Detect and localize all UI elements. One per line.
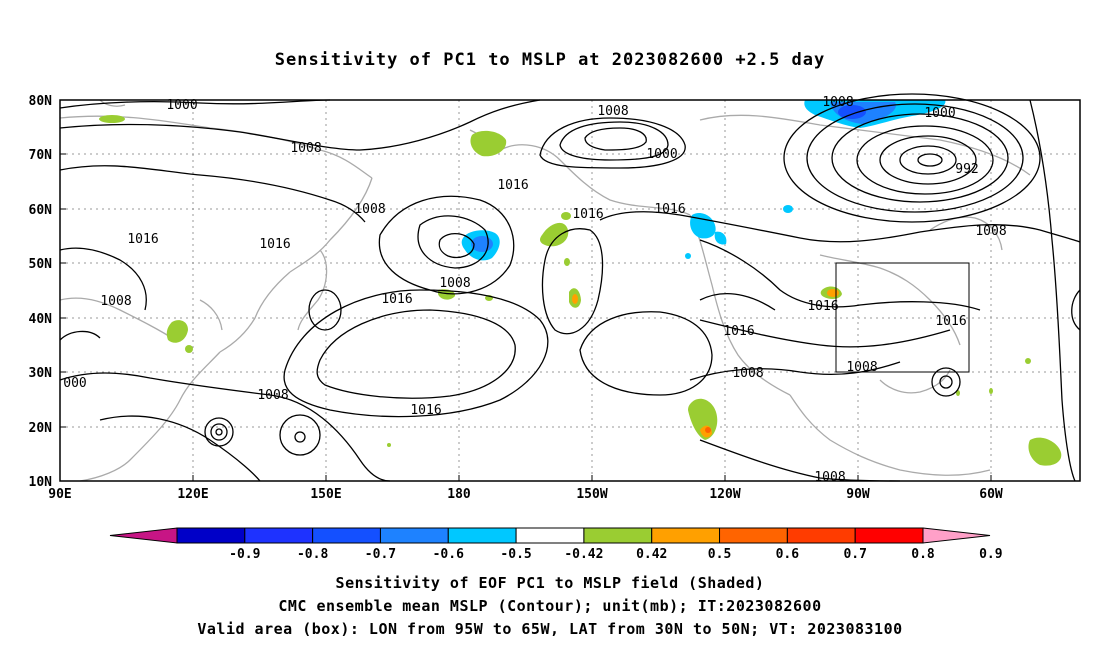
mslp-contours [59,93,1081,482]
lat-tick-label: 60N [29,203,53,218]
contour-label: 1008 [975,224,1006,239]
lon-tick-label: 150E [310,487,341,502]
lon-tick-label: 60W [979,487,1003,502]
colorbar-swatch [244,527,314,544]
contour-label: 1016 [723,324,754,339]
contour-label: 1008 [354,202,385,217]
contour-label: 1008 [846,360,877,375]
colorbar-label: -0.6 [433,547,464,562]
lat-tick-label: 40N [29,312,53,327]
colorbar-label: 0.6 [776,547,800,562]
caption-line-1: Sensitivity of EOF PC1 to MSLP field (Sh… [335,574,765,592]
lon-tick-label: 120E [177,487,208,502]
contour-label: 1016 [935,314,966,329]
contour-label: 1000 [166,98,197,113]
colorbar-label: 0.5 [708,547,731,562]
contour-label: 1008 [822,95,853,110]
contour-label: 000 [63,376,86,391]
lat-tick-label: 10N [29,475,53,490]
lon-tick-label: 180 [447,487,471,502]
map-panel: 1000 1008 1008 1000 1008 1000 992 1016 1… [29,93,1081,502]
contour-label: 1016 [807,299,838,314]
contour-label: 1008 [814,470,845,485]
colorbar-label: -0.8 [297,547,328,562]
colorbar-swatch [515,527,585,544]
colorbar-swatch [854,527,924,544]
colorbar-label: 0.8 [911,547,935,562]
contour-label: 1008 [439,276,470,291]
lat-tick-label: 20N [29,421,53,436]
caption-line-2: CMC ensemble mean MSLP (Contour); unit(m… [278,597,822,615]
contour-label: 1008 [597,104,628,119]
colorbar-swatch [719,527,788,544]
contour-label: 992 [955,162,978,177]
colorbar-label: -0.9 [229,547,260,562]
lon-tick-labels: 90E 120E 150E 180 150W 120W 90W 60W [48,487,1003,502]
colorbar-label: 0.7 [843,547,866,562]
lat-tick-label: 30N [29,366,53,381]
contour-label: 1016 [381,292,412,307]
contour-label: 1008 [732,366,763,381]
lon-tick-label: 150W [576,487,607,502]
colorbar-label: 0.9 [979,547,1002,562]
lon-tick-label: 90W [846,487,870,502]
contour-label: 1016 [572,207,603,222]
colorbar-label: -0.5 [500,547,531,562]
colorbar-label: -0.42 [564,547,603,562]
colorbar-swatch [786,527,856,544]
gridlines [60,100,1080,481]
lat-tick-label: 50N [29,257,53,272]
colorbar-label: 0.42 [636,547,667,562]
colorbar-extend-high [922,527,991,544]
contour-label: 1016 [410,403,441,418]
sensitivity-shading [99,100,1062,466]
colorbar-swatch [379,527,449,544]
colorbar-swatch [447,527,517,544]
contour-label: 1000 [924,106,955,121]
caption-line-3: Valid area (box): LON from 95W to 65W, L… [197,620,903,638]
lon-tick-label: 120W [709,487,740,502]
contour-label: 1016 [259,237,290,252]
map-title: Sensitivity of PC1 to MSLP at 2023082600… [274,50,826,70]
contour-label: 1016 [654,202,685,217]
contour-label: 1016 [127,232,158,247]
colorbar-swatch [312,527,381,544]
lat-tick-label: 70N [29,148,53,163]
colorbar: -0.9 -0.8 -0.7 -0.6 -0.5 -0.42 0.42 0.5 0.6 0.7 0.… [109,527,1003,562]
coastlines [59,99,1031,482]
lon-tick-label: 90E [48,487,71,502]
valid-area-box [835,262,970,373]
colorbar-extend-low [109,527,178,544]
contour-label: 1016 [497,178,528,193]
map-frame [59,99,1081,482]
contour-label: 1008 [257,388,288,403]
colorbar-swatch [651,527,721,544]
contour-labels: 1000 1008 1008 1000 1008 1000 992 1016 1… [63,95,1006,485]
contour-label: 1000 [646,147,677,162]
contour-label: 1008 [100,294,131,309]
tick-marks [60,99,992,482]
contour-label: 1008 [290,141,321,156]
lat-tick-label: 80N [29,94,53,109]
lat-tick-labels: 80N 70N 60N 50N 40N 30N 20N 10N [29,94,53,490]
colorbar-label: -0.7 [365,547,396,562]
colorbar-swatch [176,527,246,544]
colorbar-swatch [583,527,653,544]
